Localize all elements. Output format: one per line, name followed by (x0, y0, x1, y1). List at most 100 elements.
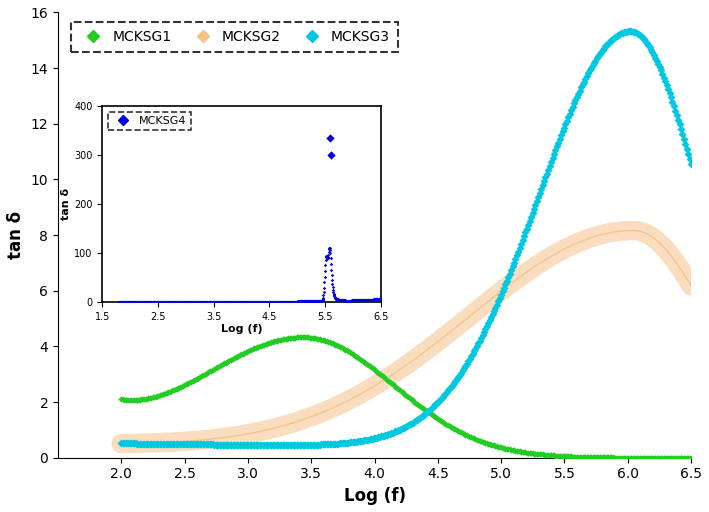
Point (470, 435, 481, 443)
Point (125, 396, 137, 404)
Point (489, 307, 500, 315)
Point (508, 446, 520, 455)
Point (334, 439, 345, 447)
Point (396, 425, 407, 433)
Point (124, 396, 135, 404)
Point (169, 386, 180, 394)
Point (567, 102, 579, 111)
Point (296, 333, 307, 342)
Point (228, 354, 240, 362)
Point (234, 351, 245, 359)
Point (647, 454, 658, 462)
Point (279, 441, 290, 449)
Point (148, 393, 160, 401)
Point (448, 424, 459, 433)
Point (645, 454, 657, 462)
Point (386, 379, 397, 387)
Point (250, 344, 261, 352)
Point (248, 441, 259, 449)
Point (231, 441, 242, 449)
Point (138, 395, 150, 403)
Point (128, 396, 140, 404)
Point (623, 27, 634, 35)
Point (263, 441, 274, 449)
Point (190, 375, 201, 383)
Point (281, 334, 293, 343)
Point (372, 434, 383, 442)
Point (411, 416, 423, 424)
Point (300, 333, 311, 342)
Point (357, 357, 368, 365)
Point (524, 217, 535, 225)
Point (652, 60, 664, 68)
Point (276, 441, 287, 449)
Point (410, 417, 421, 425)
Point (515, 240, 527, 248)
Point (151, 392, 162, 400)
Point (461, 359, 472, 368)
Point (380, 431, 391, 439)
Point (154, 440, 165, 448)
Point (662, 85, 674, 93)
Point (598, 44, 610, 52)
Point (527, 449, 538, 457)
Point (401, 392, 413, 400)
Point (680, 140, 691, 148)
Point (169, 440, 180, 448)
Point (174, 440, 186, 448)
Point (424, 409, 435, 417)
Point (581, 72, 593, 80)
Point (438, 391, 450, 399)
Point (143, 394, 154, 402)
Point (394, 386, 406, 394)
Point (587, 453, 598, 461)
Point (484, 440, 496, 448)
Point (684, 454, 696, 462)
Point (555, 131, 566, 139)
Point (363, 436, 374, 444)
Point (296, 441, 307, 449)
Point (280, 335, 291, 343)
Point (377, 372, 389, 380)
Point (204, 440, 216, 449)
Point (162, 440, 173, 448)
Point (396, 387, 407, 395)
Point (403, 421, 414, 429)
Point (238, 441, 250, 449)
Point (486, 440, 497, 449)
Point (420, 410, 431, 418)
Point (135, 439, 147, 447)
Point (555, 452, 566, 460)
Point (383, 430, 394, 438)
Point (323, 337, 334, 346)
Point (624, 27, 635, 35)
Point (586, 64, 597, 72)
Point (447, 380, 458, 389)
Point (172, 385, 183, 393)
Point (665, 93, 676, 101)
Point (665, 454, 676, 462)
Point (528, 205, 540, 213)
Point (417, 412, 428, 420)
Point (372, 368, 383, 376)
Point (403, 393, 414, 401)
Point (143, 440, 154, 448)
Point (671, 111, 683, 119)
Point (559, 452, 571, 460)
Point (452, 373, 464, 381)
Point (327, 339, 338, 348)
Point (193, 374, 204, 382)
Point (552, 452, 564, 460)
Point (201, 369, 213, 377)
Point (627, 454, 638, 462)
Point (214, 362, 225, 370)
Point (160, 389, 171, 397)
Point (389, 381, 400, 390)
Point (651, 454, 662, 462)
Point (355, 437, 367, 445)
Point (370, 366, 381, 374)
Point (537, 451, 548, 459)
Point (625, 27, 637, 35)
Point (306, 441, 317, 449)
Point (138, 439, 150, 447)
